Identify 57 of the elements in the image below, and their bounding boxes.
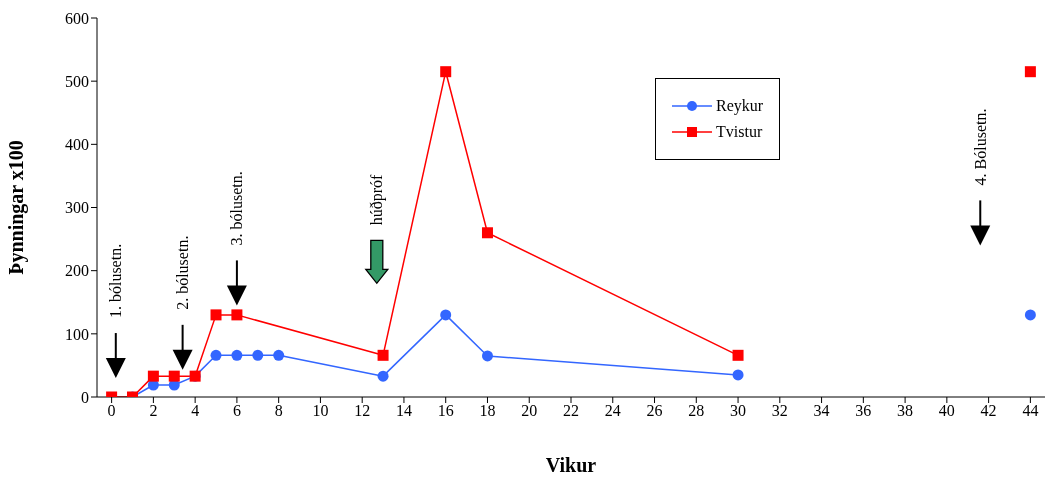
point — [1024, 309, 1036, 321]
y-tick-label: 500 — [65, 72, 89, 90]
x-tick-label: 24 — [604, 402, 621, 420]
x-tick-label: 0 — [107, 402, 116, 420]
x-tick-label: 42 — [980, 402, 997, 420]
y-tick-label: 300 — [65, 199, 89, 217]
y-tick-label: 100 — [65, 325, 89, 343]
y-tick-label: 600 — [65, 9, 89, 27]
point — [440, 309, 452, 321]
x-tick-label: 32 — [771, 402, 788, 420]
point — [210, 309, 222, 321]
point — [273, 349, 285, 361]
annotation: 1. bólusetn. — [107, 243, 125, 319]
x-tick-label: 36 — [855, 402, 872, 420]
y-tick-label: 0 — [81, 388, 89, 406]
point — [377, 370, 389, 382]
x-tick-label: 18 — [479, 402, 496, 420]
point — [210, 349, 222, 361]
x-tick-label: 20 — [521, 402, 538, 420]
point — [147, 370, 159, 382]
x-tick-label: 2 — [149, 402, 158, 420]
x-tick-label: 26 — [646, 402, 663, 420]
x-tick-label: 16 — [437, 402, 454, 420]
point — [377, 349, 389, 361]
x-tick-label: 8 — [274, 402, 283, 420]
legend-label: Reykur — [716, 97, 764, 115]
annotation: 2. bólusetn. — [174, 235, 192, 310]
point — [732, 369, 744, 381]
x-tick-label: 28 — [688, 402, 705, 420]
x-tick-label: 30 — [730, 402, 747, 420]
annotation: 3. bólusetn. — [228, 171, 246, 246]
x-tick-label: 14 — [395, 402, 412, 420]
legend-label: Tvistur — [716, 123, 763, 141]
x-tick-label: 40 — [938, 402, 955, 420]
annotation: húðpróf — [368, 173, 387, 226]
point — [231, 309, 243, 321]
point — [481, 350, 493, 362]
point — [481, 227, 493, 239]
y-tick-label: 200 — [65, 262, 89, 280]
annotation: 4. Bólusetn. — [971, 108, 989, 186]
point — [1024, 66, 1036, 78]
x-tick-label: 10 — [312, 402, 329, 420]
x-tick-label: 22 — [563, 402, 579, 420]
point — [440, 66, 452, 78]
y-axis-title: Þynningar x100 — [5, 140, 29, 275]
x-tick-label: 6 — [232, 402, 241, 420]
x-tick-label: 12 — [354, 402, 371, 420]
x-tick-label: 38 — [897, 402, 914, 420]
x-tick-label: 34 — [813, 402, 830, 420]
x-tick-label: 4 — [191, 402, 200, 420]
point — [252, 349, 264, 361]
point — [231, 349, 243, 361]
x-axis-title: Vikur — [545, 454, 597, 476]
x-tick-label: 44 — [1022, 402, 1039, 420]
point — [732, 349, 744, 361]
point — [168, 370, 180, 382]
y-tick-label: 400 — [65, 136, 89, 154]
